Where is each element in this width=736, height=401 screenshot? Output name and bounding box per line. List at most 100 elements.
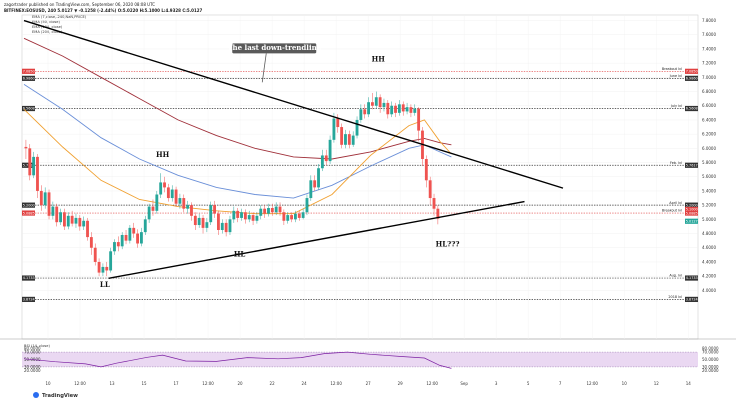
level-tag-right-text: 5.0885 (686, 211, 698, 215)
candle-body (140, 232, 143, 244)
candle-body (32, 156, 36, 176)
level-tag-left (22, 210, 35, 216)
x-tick-label: 12:00 (202, 381, 214, 386)
x-tick-label: 29 (398, 381, 404, 386)
candle-body (340, 127, 344, 145)
level-tag-left (22, 275, 35, 281)
y-tick-label: 5.4000 (702, 188, 716, 193)
candle-body (105, 266, 109, 271)
rsi-line (23, 351, 452, 369)
candle-body (278, 206, 282, 213)
candle-body (43, 192, 47, 206)
candle-body (417, 108, 421, 131)
candle-body (259, 208, 263, 216)
trendlines (23, 19, 564, 279)
x-tick-label: 12 (654, 381, 660, 386)
candle-body (143, 219, 147, 233)
x-tick-label: 15 (141, 381, 147, 386)
candle-body (113, 242, 116, 252)
candle-body (93, 247, 97, 262)
y-tick-label: 7.2000 (702, 61, 716, 66)
level-tag-right-text: 6.5608 (686, 107, 698, 111)
candle-body (82, 220, 86, 227)
x-axis: 10 12:00 13 15 17 12:00 20 22 24 12:00 27 29 12:00 Se… (45, 381, 691, 386)
level-tag-left-text: 3.8724 (23, 298, 35, 302)
candle-body (409, 107, 413, 113)
candle-body (328, 139, 332, 162)
level-tag-left-text: 5.0885 (23, 211, 35, 215)
ema200-line (23, 37, 452, 160)
trendline-ascending (108, 200, 525, 279)
y-tick-label: 5.8000 (702, 160, 716, 165)
x-tick-label: 12:00 (74, 381, 86, 386)
legend-entry-ema50: EMA (50, close) (32, 20, 60, 24)
candle-body (39, 190, 43, 206)
rsi-tick-label-right: 70.0000 (702, 350, 719, 355)
level-tag-right (685, 105, 698, 112)
level-label: Feb. lvl (670, 161, 682, 165)
legend-entry-ema7: EMA (7,close,-240,NaN,PRICE) (32, 15, 87, 19)
legend-entry-ema100: EMA (100, close) (32, 25, 63, 29)
candles (24, 91, 440, 277)
candle-body (136, 233, 139, 244)
level-tag-right (685, 202, 698, 208)
moving-averages (23, 37, 452, 215)
level-tag-left (22, 202, 35, 208)
author-line: zagortrader published on TradingView.com… (4, 2, 155, 7)
rsi-tick-label: 30.0000 (24, 364, 41, 369)
candle-body (209, 205, 213, 223)
candle-body (155, 194, 159, 211)
level-label: Aug. lvl (669, 274, 682, 278)
candle-body (386, 102, 390, 115)
level-tag-left-text: 4.1733 (23, 276, 35, 280)
level-tag-right-text: 5.7617 (686, 163, 698, 167)
candle-body (363, 109, 367, 115)
level-tag-right (685, 162, 698, 168)
candle-body (217, 213, 220, 230)
candle-body (55, 206, 59, 223)
x-tick-label: 24 (302, 381, 308, 386)
x-tick-label: 13 (109, 381, 115, 386)
y-tick-label: 4.2000 (702, 274, 716, 279)
y-tick-label: 4.0000 (702, 288, 716, 293)
candle-body (116, 242, 120, 247)
y-tick-label: 4.6000 (702, 245, 716, 250)
candle-body (274, 206, 278, 213)
level-tag-right-text: 6.9860 (686, 77, 698, 81)
legend-entry-ema200: EMA (200, close) (32, 30, 63, 34)
candle-body (405, 107, 409, 112)
x-tick-label: 17 (174, 381, 180, 386)
x-tick-label: 7 (559, 381, 562, 386)
candle-body (270, 207, 274, 213)
price-tag-text: 5.0127 (686, 219, 698, 223)
candle-body (178, 198, 182, 204)
candle-body (190, 205, 193, 216)
candle-body (324, 155, 328, 162)
level-label: July lvl (670, 104, 682, 108)
candle-body (251, 215, 255, 221)
candle-body (182, 198, 186, 209)
candle-body (78, 217, 82, 227)
x-tick-label: 12:00 (330, 381, 342, 386)
candle-body (128, 227, 132, 241)
candle-body (132, 227, 136, 234)
y-tick-label: 6.6000 (702, 103, 716, 108)
rsi-band (22, 352, 698, 367)
candle-body (297, 213, 301, 218)
x-tick-label: 12:00 (426, 381, 438, 386)
watermark-text: TradingView (42, 393, 78, 399)
candle-body (424, 159, 428, 181)
rsi-tick-label-right: 80.0000 (702, 346, 719, 351)
candle-body (228, 219, 232, 233)
annotation-pointer (261, 53, 267, 83)
x-tick-label: 10 (45, 381, 51, 386)
price-tag-text: 5.1000 (686, 208, 698, 212)
y-tick-label: 5.6000 (702, 174, 716, 179)
candle-body (63, 212, 66, 227)
rsi-tick-label: 20.0000 (24, 368, 41, 373)
candle-body (436, 208, 440, 219)
y-tick-label: 6.4000 (702, 117, 716, 122)
candle-body (159, 182, 163, 195)
y-tick-label: 5.2000 (702, 203, 716, 208)
ema50-line (23, 108, 452, 215)
